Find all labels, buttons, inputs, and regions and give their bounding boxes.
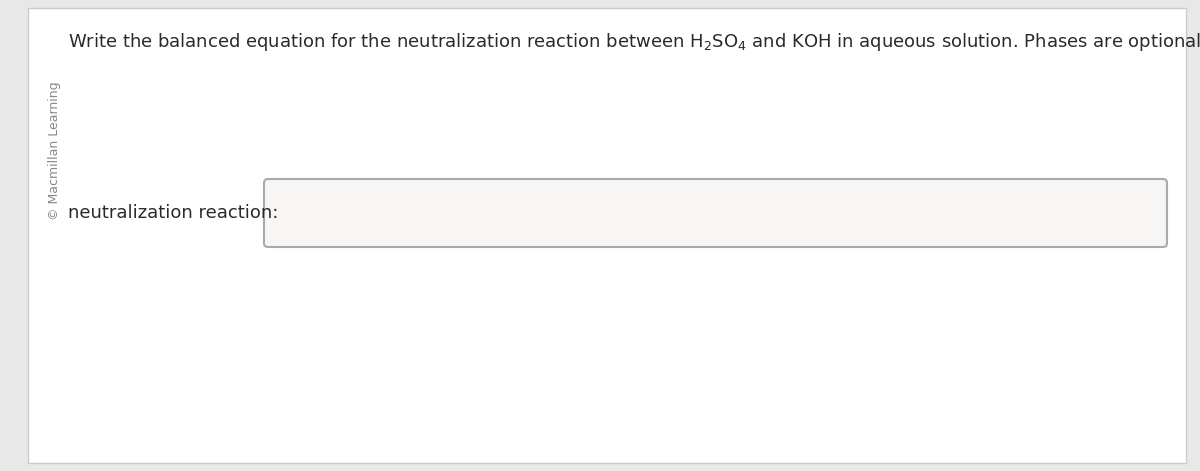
Text: neutralization reaction:: neutralization reaction: xyxy=(68,204,278,222)
Text: © Macmillan Learning: © Macmillan Learning xyxy=(48,81,61,219)
FancyBboxPatch shape xyxy=(28,8,1186,463)
FancyBboxPatch shape xyxy=(264,179,1166,247)
Text: Write the balanced equation for the neutralization reaction between $\mathregula: Write the balanced equation for the neut… xyxy=(68,31,1200,53)
